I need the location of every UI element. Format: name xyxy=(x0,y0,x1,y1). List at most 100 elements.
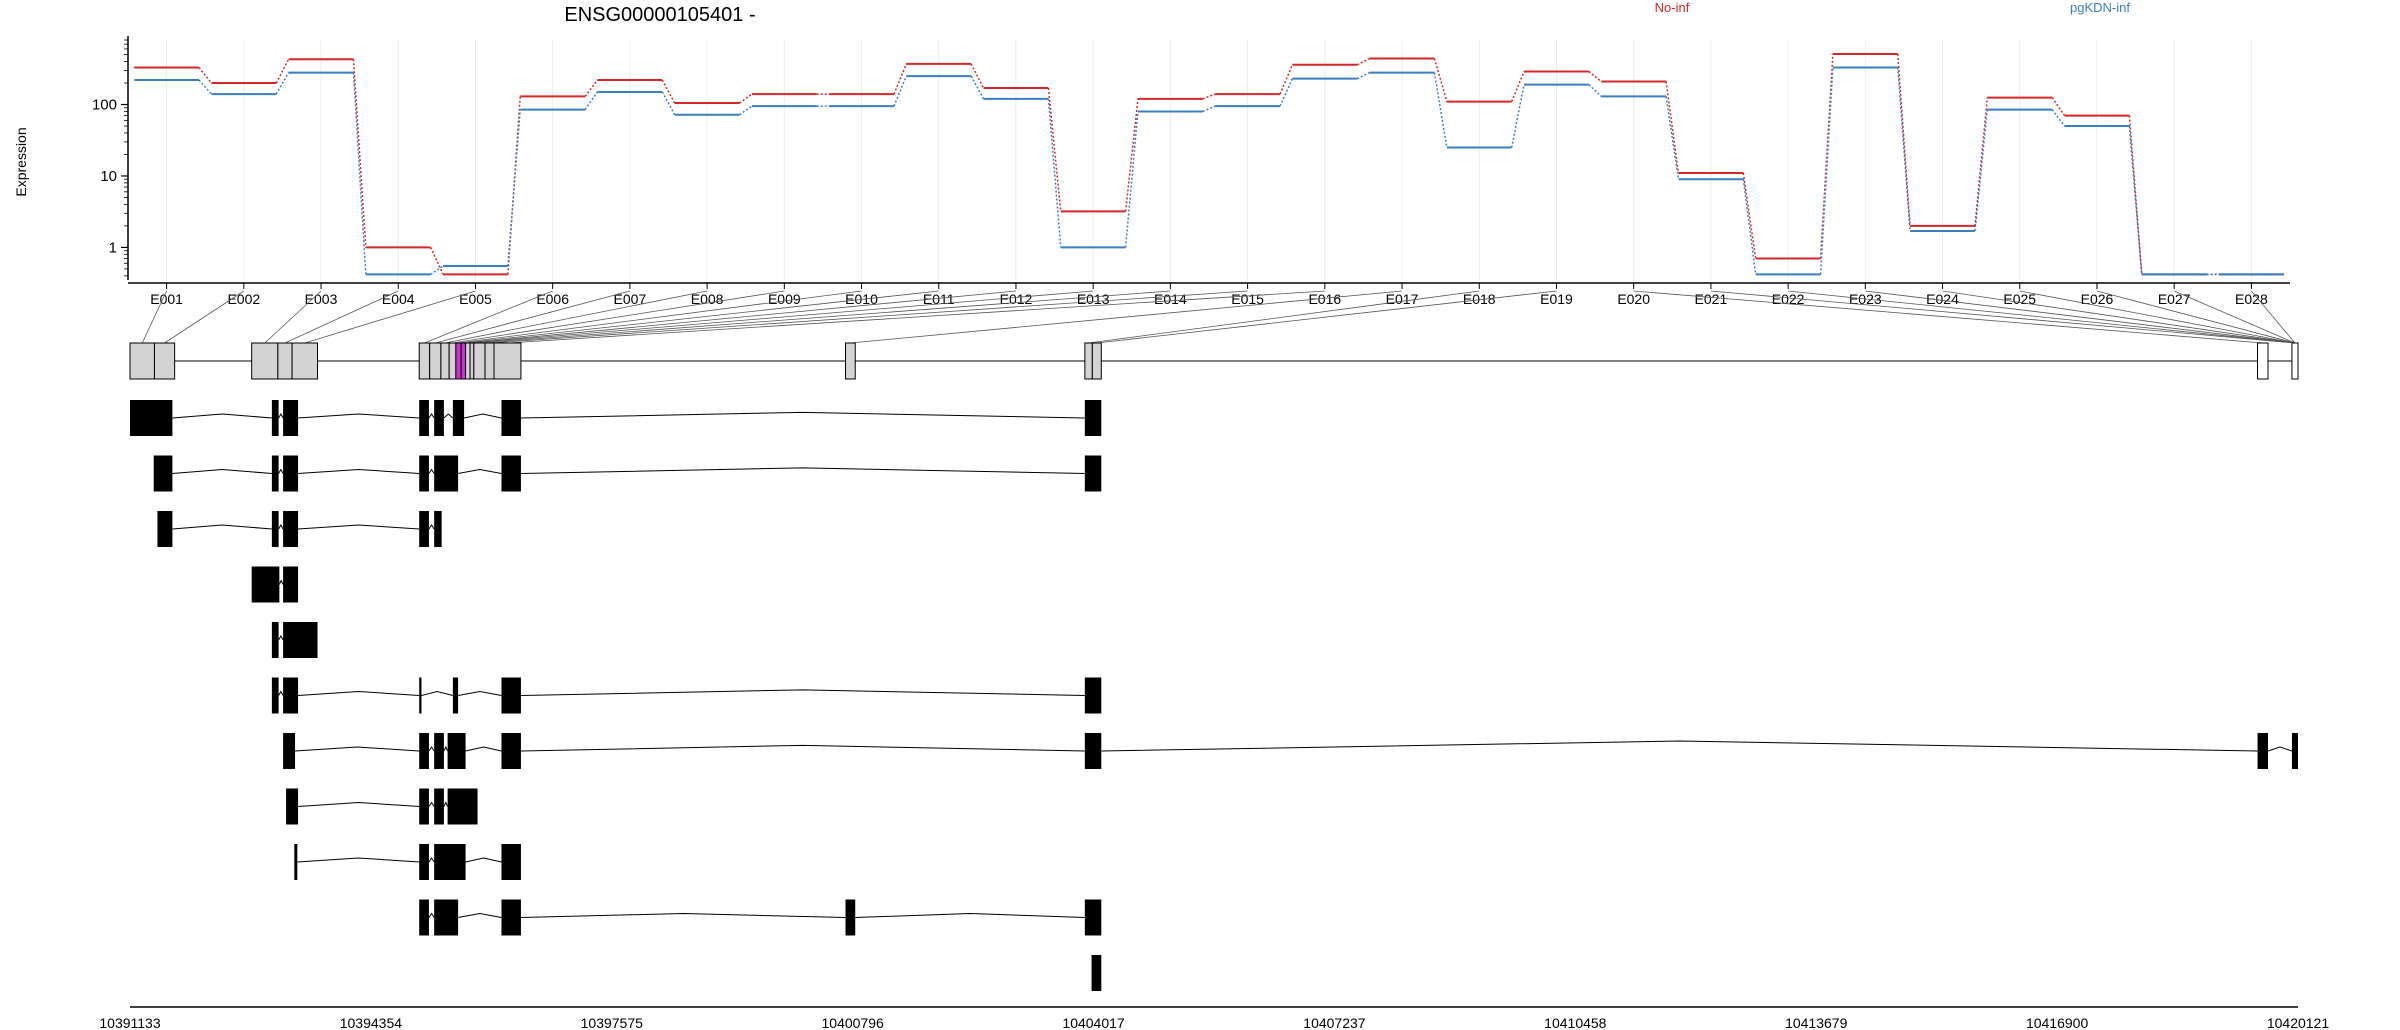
chart-title: ENSG00000105401 - xyxy=(564,4,755,26)
genomic-tick-label: 10413679 xyxy=(1785,1015,1848,1030)
transcript-exon xyxy=(434,455,459,492)
exon-link-line xyxy=(1710,290,2296,344)
exon-link-line xyxy=(1865,290,2296,344)
series-connector xyxy=(739,105,753,116)
series-pgkdn-inf xyxy=(134,66,2284,276)
transcript-intron xyxy=(428,413,435,419)
exon-link-line xyxy=(850,290,1403,344)
series-connector xyxy=(893,63,908,95)
series-connector xyxy=(739,93,753,104)
exon-link-line xyxy=(304,290,476,344)
transcript-exon xyxy=(845,899,856,936)
exon-link-line xyxy=(479,290,1171,344)
transcript-exon xyxy=(501,455,521,492)
transcript-intron xyxy=(520,411,1085,419)
x-tick-label: E001 xyxy=(150,291,183,307)
exon-link-line xyxy=(471,290,1094,344)
y-tick-label: 1 xyxy=(109,239,117,256)
x-tick-label: E006 xyxy=(536,291,569,307)
series-connector xyxy=(584,79,599,97)
exon-link-line xyxy=(2019,290,2296,344)
transcript-exon xyxy=(251,566,280,603)
transcript-intron xyxy=(298,524,420,530)
exon-link-line xyxy=(452,290,785,344)
x-axis: E001 E002 E003 E004 E005 E006 E007 E008 E009 E010… xyxy=(128,282,2290,307)
series-connector xyxy=(1897,67,1911,232)
transcript-track xyxy=(271,622,318,658)
series-connector xyxy=(507,109,521,267)
series-connector xyxy=(1202,105,1216,113)
transcript-intron xyxy=(278,412,284,419)
genomic-tick-label: 10400796 xyxy=(822,1015,885,1030)
series-connector xyxy=(1047,98,1062,248)
transcript-intron xyxy=(520,689,1085,696)
transcript-track xyxy=(153,455,1102,492)
series-connector xyxy=(1356,71,1370,80)
transcript-intron xyxy=(172,524,272,530)
exon-link-line xyxy=(1088,290,1480,344)
series-connector xyxy=(1510,84,1525,148)
exon-map-box xyxy=(1091,342,1102,380)
transcript-exon xyxy=(419,844,429,880)
transcript-exon xyxy=(419,899,429,936)
series-connector xyxy=(1433,72,1448,148)
exon-link-line xyxy=(2096,290,2296,344)
series-connector xyxy=(352,72,367,275)
series-connector xyxy=(275,58,290,84)
transcript-exon xyxy=(283,511,299,547)
series-connector xyxy=(1742,179,1757,275)
transcript-exon xyxy=(434,733,444,769)
transcript-intron xyxy=(2267,746,2293,752)
y-axis-label: Expression xyxy=(13,127,29,196)
x-tick-label: E010 xyxy=(845,291,878,307)
transcript-intron xyxy=(520,467,1085,474)
genomic-tick-label: 10420121 xyxy=(2267,1015,2330,1030)
transcript-exon xyxy=(452,677,459,714)
exon-map-box xyxy=(2257,342,2269,380)
series-connector xyxy=(1510,71,1525,102)
transcript-exon xyxy=(419,511,429,547)
transcript-exon xyxy=(501,400,521,436)
series-connector xyxy=(2128,125,2143,275)
transcript-track xyxy=(157,511,442,547)
exon-link-line xyxy=(284,290,399,344)
transcript-exon xyxy=(434,788,444,825)
exon-map-box xyxy=(448,342,457,380)
series-connector xyxy=(1819,53,1834,259)
series-connector xyxy=(893,75,908,107)
transcript-exon xyxy=(419,455,429,492)
transcript-exon xyxy=(283,566,299,603)
exon-link-lines xyxy=(141,290,2296,344)
series-connector xyxy=(1124,111,1139,248)
transcript-exon xyxy=(501,899,521,936)
transcript-intron xyxy=(421,690,453,696)
exon-map-box xyxy=(251,342,279,380)
transcript-exon xyxy=(434,899,459,936)
series-connector xyxy=(275,72,290,95)
exon-map-box xyxy=(2291,342,2299,380)
transcript-exon xyxy=(1084,677,1102,714)
transcript-exon xyxy=(271,400,279,436)
exon-link-line xyxy=(467,290,1017,344)
exon-map-box xyxy=(493,342,522,380)
exon-map-track xyxy=(129,342,2299,380)
y-axis: 1 10 100 xyxy=(92,36,129,280)
exon-link-line xyxy=(2174,290,2296,344)
transcript-track xyxy=(283,733,2298,769)
transcript-intron xyxy=(295,746,420,752)
exon-map-box xyxy=(429,342,442,380)
transcript-tracks xyxy=(130,400,2298,991)
exon-link-line xyxy=(1942,290,2296,344)
series-connector xyxy=(1974,109,1989,232)
series-connector xyxy=(1665,81,1680,174)
exon-map-box xyxy=(455,342,462,380)
exon-link-line xyxy=(458,290,862,344)
genomic-tick-label: 10407237 xyxy=(1303,1015,1366,1030)
exon-link-line xyxy=(424,290,553,344)
series-connector xyxy=(1433,58,1448,102)
series-connector xyxy=(1279,64,1294,95)
transcript-exon xyxy=(501,733,521,769)
exon-link-line xyxy=(2251,290,2296,344)
genomic-tick-label: 10404017 xyxy=(1062,1015,1125,1030)
transcript-exon xyxy=(2291,733,2298,769)
